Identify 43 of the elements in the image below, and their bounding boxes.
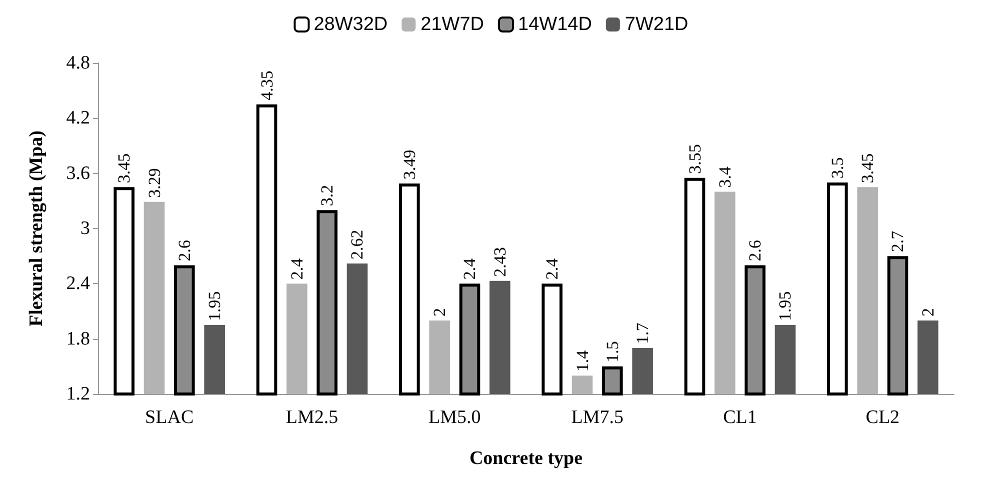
data-label: 2.6 <box>746 240 765 262</box>
legend-label: 28W32D <box>314 14 388 35</box>
data-label: 1.4 <box>572 350 592 372</box>
x-tick-label: SLAC <box>145 407 194 428</box>
data-label: 3.5 <box>828 157 847 179</box>
data-label: 3.49 <box>400 150 419 180</box>
data-label: 3.45 <box>858 153 878 184</box>
data-label: 3.29 <box>144 168 164 198</box>
data-label: 2 <box>430 308 450 316</box>
y-tick-label: 3.6 <box>66 162 90 184</box>
x-tick-label: CL1 <box>723 407 757 428</box>
data-label: 4.35 <box>257 70 276 100</box>
data-label: 3.55 <box>685 144 704 174</box>
data-label: 2.4 <box>542 258 562 280</box>
y-axis-title: Flexural strength (Mpa) <box>26 130 47 326</box>
x-tick-label: CL2 <box>866 407 900 428</box>
data-label: 3.2 <box>318 184 337 206</box>
data-label: 2.43 <box>490 247 510 277</box>
legend-label: 21W7D <box>420 14 484 35</box>
data-label: 1.95 <box>205 291 224 322</box>
data-label: 2.4 <box>287 258 306 280</box>
x-axis-title: Concrete type <box>469 448 583 469</box>
data-label: 2.6 <box>174 240 194 262</box>
data-label: 3.45 <box>114 153 134 184</box>
y-tick-label: 4.8 <box>66 52 90 74</box>
data-label: 1.5 <box>602 341 622 362</box>
y-tick-label: 1.2 <box>66 384 90 404</box>
data-label: 2.7 <box>888 230 908 252</box>
y-tick-label: 3 <box>80 218 90 239</box>
legend-label: 14W14D <box>518 14 592 35</box>
data-label: 1.95 <box>776 291 795 322</box>
y-tick-label: 4.2 <box>66 108 90 129</box>
data-label: 2 <box>918 308 938 316</box>
y-tick-label: 2.4 <box>66 273 90 294</box>
y-tick-label: 1.8 <box>66 328 90 350</box>
x-tick-label: LM7.5 <box>571 407 624 428</box>
data-label: 2.62 <box>348 230 367 260</box>
x-tick-label: LM5.0 <box>428 407 481 428</box>
data-label: 2.4 <box>460 258 480 280</box>
data-label: 3.4 <box>715 166 734 188</box>
legend-label: 7W21D <box>624 14 688 35</box>
x-tick-label: LM2.5 <box>286 407 338 428</box>
data-label: 1.7 <box>633 322 652 344</box>
